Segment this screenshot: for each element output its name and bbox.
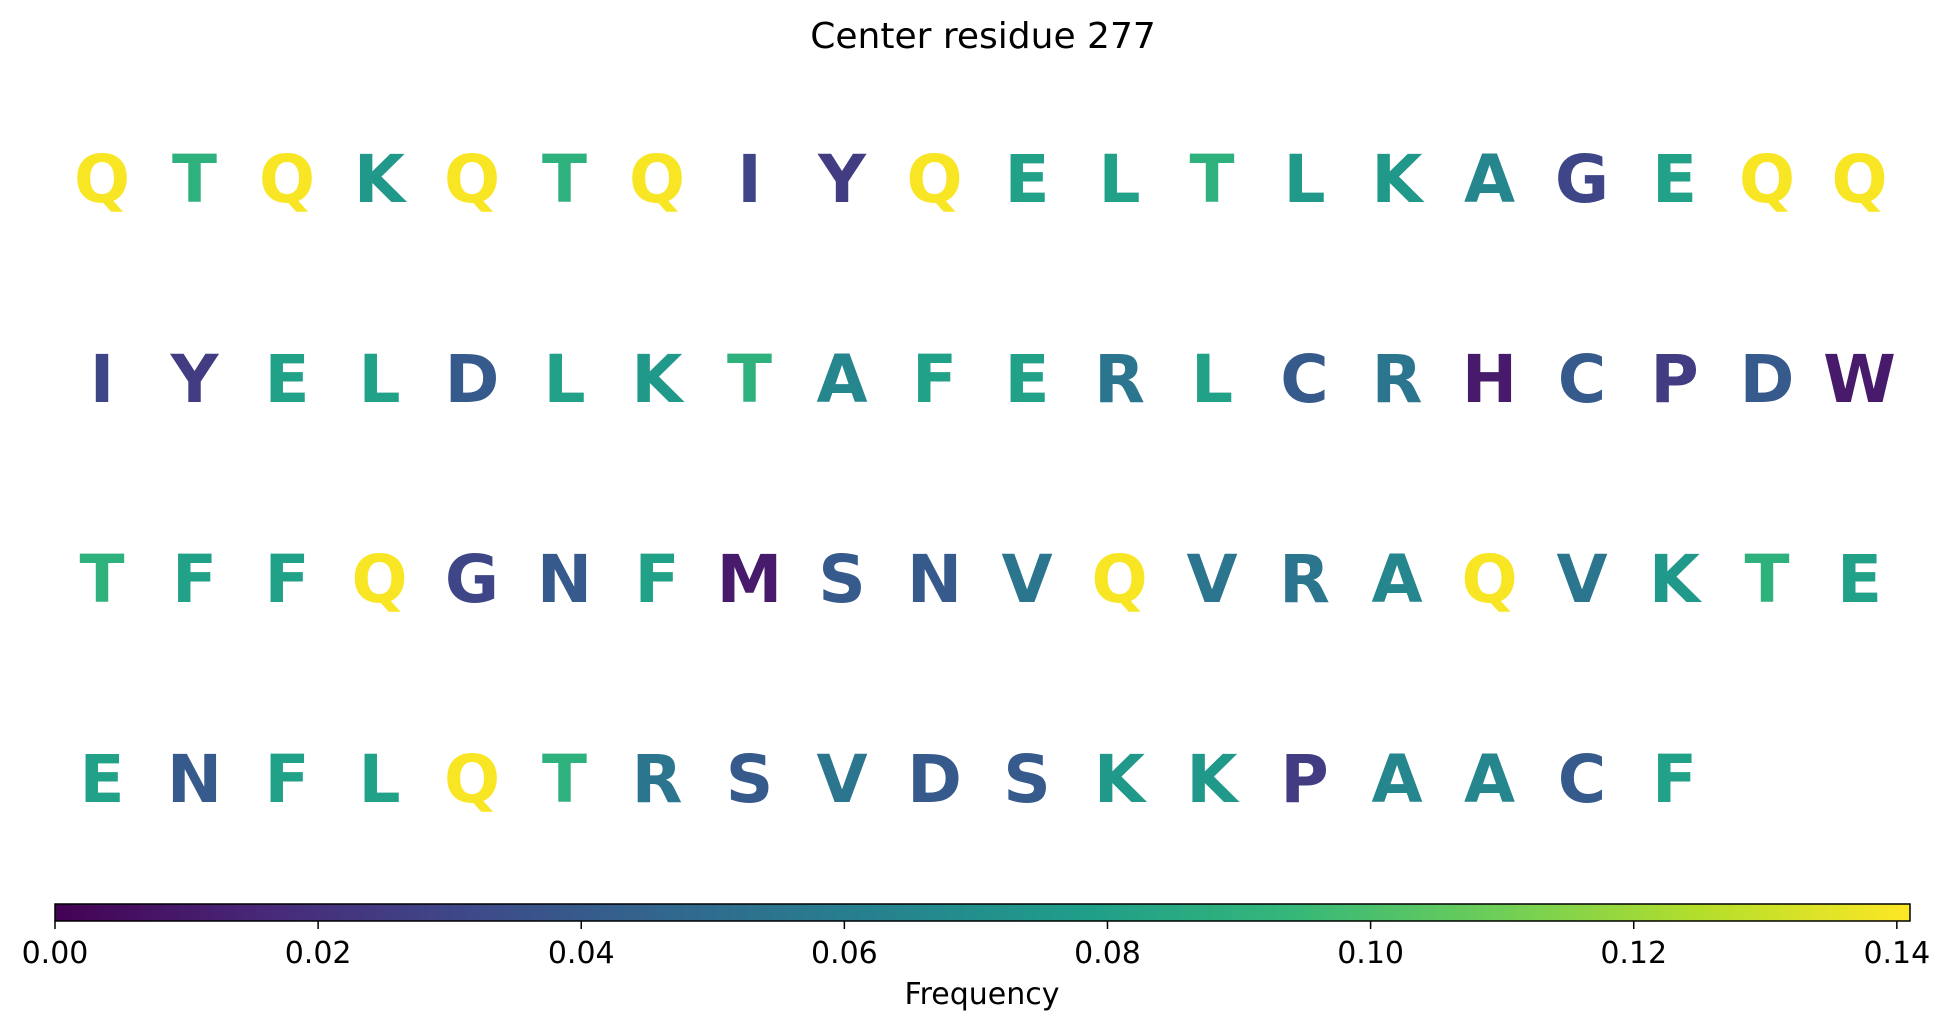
residue-letter: Q (1461, 541, 1517, 618)
residue-letter: L (543, 341, 585, 418)
colorbar-gradient (54, 903, 1911, 922)
residue-letter: T (1744, 541, 1789, 618)
residue-letter: C (1558, 741, 1606, 818)
residue-letter: E (1004, 341, 1049, 418)
residue-letter: Y (170, 341, 220, 418)
residue-letter: Q (351, 541, 407, 618)
residue-letter: E (79, 741, 124, 818)
residue-letter: C (1558, 341, 1606, 418)
colorbar-tick-label: 0.06 (811, 936, 878, 971)
colorbar: 0.00 0.02 0.04 0.06 0.08 0.10 0.12 0.14 Frequen… (22, 903, 1930, 1012)
residue-letter: E (264, 341, 309, 418)
residue-letter: L (358, 341, 400, 418)
residue-letter: A (1464, 741, 1515, 818)
residue-letter: N (537, 541, 592, 618)
residue-letter: K (631, 341, 685, 418)
residue-letter: K (354, 141, 408, 218)
residue-letter: Q (1091, 541, 1147, 618)
colorbar-tick-label: 0.14 (1863, 936, 1930, 971)
residue-letter: D (907, 741, 962, 818)
colorbar-ticks: 0.00 0.02 0.04 0.06 0.08 0.10 0.12 0.14 (22, 921, 1930, 971)
residue-letter: D (1740, 341, 1795, 418)
residue-letter: Q (629, 141, 685, 218)
colorbar-tick-label: 0.04 (548, 936, 615, 971)
residue-letter: L (358, 741, 400, 818)
residue-letter: A (1464, 141, 1515, 218)
residue-letter: Q (74, 141, 130, 218)
residue-letter: D (445, 341, 500, 418)
residue-letter: F (264, 741, 309, 818)
residue-letter: P (1650, 341, 1698, 418)
residue-letter: V (1186, 541, 1237, 618)
residue-letter: T (172, 141, 217, 218)
residue-letter: A (816, 341, 867, 418)
residue-letter: L (1098, 141, 1140, 218)
residue-letter: N (167, 741, 222, 818)
residue-letter: I (90, 341, 115, 418)
residue-letter: K (1186, 741, 1240, 818)
residue-letter: V (1001, 541, 1052, 618)
residue-letter: R (1372, 341, 1423, 418)
colorbar-tick-label: 0.12 (1600, 936, 1667, 971)
residue-letter: T (1189, 141, 1234, 218)
residue-letter: Q (906, 141, 962, 218)
residue-letter: N (907, 541, 962, 618)
residue-letter: F (172, 541, 217, 618)
residue-letter: S (818, 541, 866, 618)
residue-letter: E (1652, 141, 1697, 218)
residue-letter: G (445, 541, 499, 618)
residue-grid: Q T Q K Q T Q I Y Q E L T L K A G E Q QI Y E L D L K T A F E R L C R H C P D W… (74, 141, 1896, 818)
residue-letter: F (264, 541, 309, 618)
residue-letter: Q (444, 141, 500, 218)
residue-letter: A (1371, 741, 1422, 818)
residue-letter: P (1280, 741, 1328, 818)
residue-letter: S (1003, 741, 1051, 818)
residue-letter: T (727, 341, 772, 418)
residue-letter: W (1823, 341, 1896, 418)
colorbar-tick-label: 0.00 (22, 936, 89, 971)
colorbar-tick-label: 0.10 (1337, 936, 1404, 971)
residue-letter: E (1004, 141, 1049, 218)
residue-letter: Y (817, 141, 867, 218)
residue-letter: Q (259, 141, 315, 218)
residue-letter: T (542, 741, 587, 818)
residue-letter: K (1371, 141, 1425, 218)
residue-letter: F (912, 341, 957, 418)
residue-letter: L (1283, 141, 1325, 218)
residue-letter: V (1556, 541, 1607, 618)
residue-letter: K (1649, 541, 1703, 618)
residue-letter: E (1837, 541, 1882, 618)
residue-letter: F (1652, 741, 1697, 818)
residue-letter: Q (1831, 141, 1887, 218)
colorbar-tick-label: 0.08 (1074, 936, 1141, 971)
residue-letter: L (1191, 341, 1233, 418)
residue-letter: Q (444, 741, 500, 818)
colorbar-label: Frequency (905, 977, 1060, 1012)
residue-letter: M (717, 541, 783, 618)
residue-letter: R (632, 741, 683, 818)
residue-letter: A (1371, 541, 1422, 618)
residue-letter: R (1279, 541, 1330, 618)
residue-letter: G (1555, 141, 1609, 218)
residue-letter: H (1462, 341, 1517, 418)
residue-letter: R (1094, 341, 1145, 418)
residue-letter: T (542, 141, 587, 218)
chart-title: Center residue 277 (810, 16, 1156, 57)
residue-letter: Q (1739, 141, 1795, 218)
residue-letter: F (634, 541, 679, 618)
residue-letter: K (1094, 741, 1148, 818)
residue-letter: I (737, 141, 762, 218)
colorbar-tick-label: 0.02 (285, 936, 352, 971)
residue-letter: C (1280, 341, 1328, 418)
residue-letter: S (726, 741, 774, 818)
residue-letter: V (816, 741, 867, 818)
residue-letter: T (79, 541, 124, 618)
